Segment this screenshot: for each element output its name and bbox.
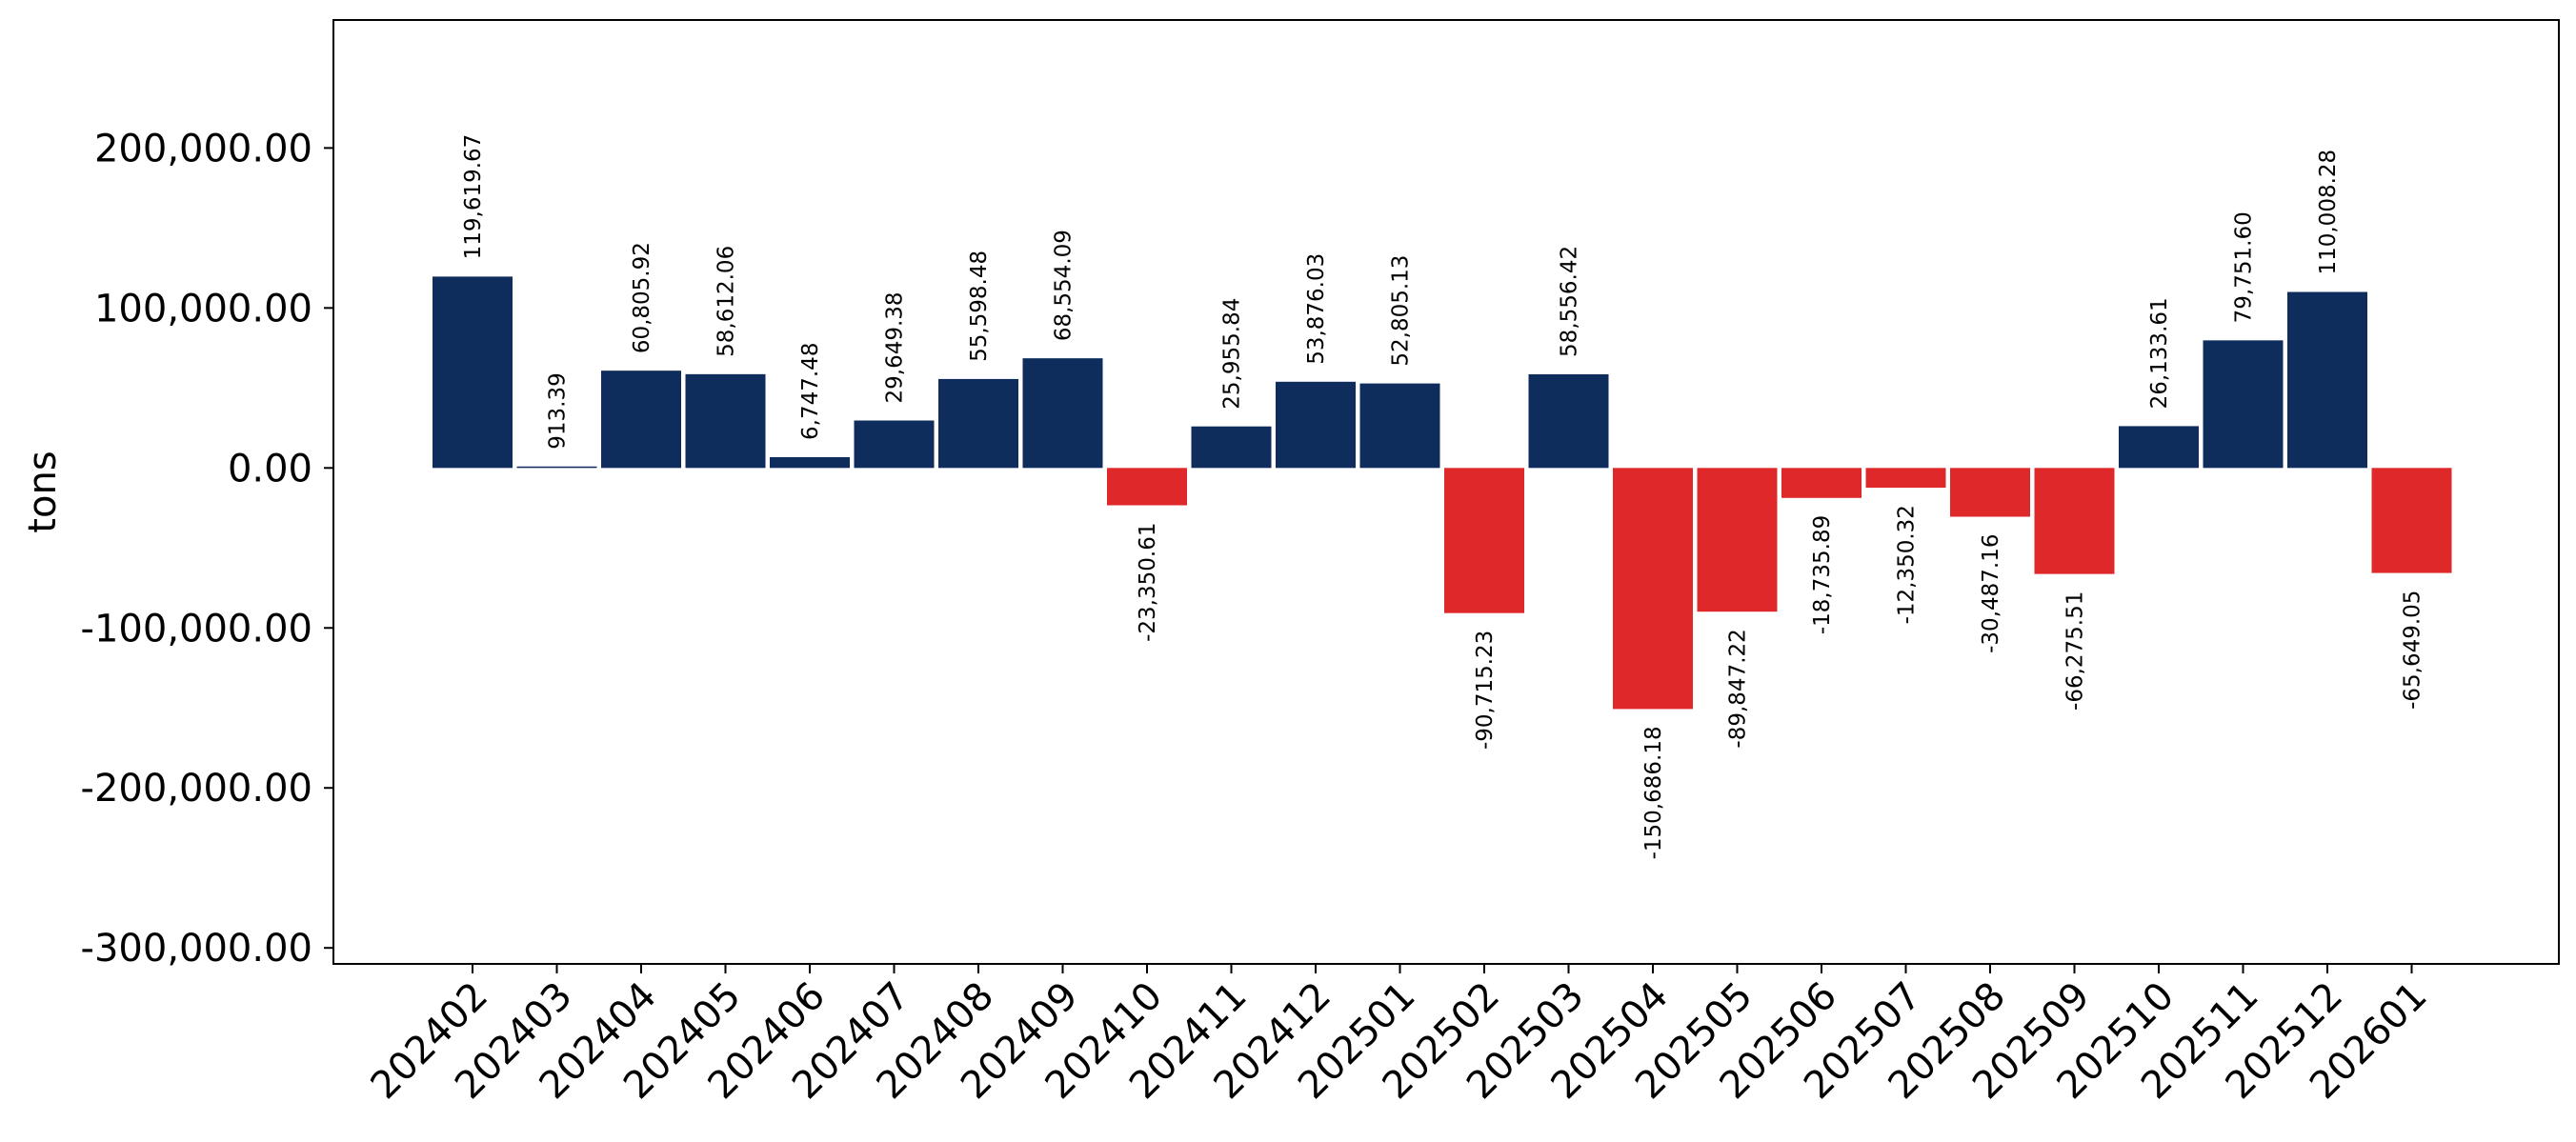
bars <box>433 276 2452 710</box>
data-label-202601: -65,649.05 <box>2401 591 2425 710</box>
bar-202403 <box>516 466 597 469</box>
y-axis-title: tons <box>21 451 65 532</box>
data-label-202507: -12,350.32 <box>1895 505 1920 624</box>
data-label-202409: 68,554.09 <box>1052 230 1077 341</box>
data-label-202404: 60,805.92 <box>630 242 654 353</box>
bar-202404 <box>601 371 681 469</box>
bar-202412 <box>1276 381 1356 469</box>
data-label-202408: 55,598.48 <box>967 250 992 362</box>
bar-202410 <box>1107 468 1187 506</box>
bar-202402 <box>433 276 513 469</box>
data-label-202511: 79,751.60 <box>2232 211 2257 323</box>
plot-frame <box>332 19 2560 965</box>
bar-202407 <box>854 420 935 469</box>
bar-202507 <box>1865 468 1946 489</box>
bar-202409 <box>1022 358 1103 469</box>
data-label-202506: -18,735.89 <box>1810 515 1835 634</box>
data-label-202509: -66,275.51 <box>2063 591 2088 711</box>
y-tick-label: 200,000.00 <box>94 127 312 170</box>
data-label-202508: -30,487.16 <box>1979 534 2003 653</box>
bar-202506 <box>1781 468 1862 498</box>
data-label-202407: 29,649.38 <box>883 291 908 403</box>
data-label-202504: -150,686.18 <box>1641 726 1666 859</box>
data-label-202505: -89,847.22 <box>1726 629 1751 748</box>
bar-202411 <box>1191 426 1272 469</box>
bar-202501 <box>1359 383 1440 469</box>
bar-202405 <box>685 373 766 469</box>
bar-202601 <box>2371 468 2452 573</box>
data-label-202410: -23,350.61 <box>1136 523 1160 642</box>
y-tick-label: 100,000.00 <box>94 287 312 331</box>
bar-202510 <box>2119 426 2199 469</box>
y-tick-label: -300,000.00 <box>81 927 312 971</box>
bar-202502 <box>1444 468 1524 613</box>
y-tick-label: -100,000.00 <box>81 607 312 651</box>
bar-202511 <box>2203 340 2284 469</box>
data-label-202411: 25,955.84 <box>1220 298 1245 410</box>
bar-202509 <box>2034 468 2115 574</box>
data-label-202412: 53,876.03 <box>1304 253 1329 365</box>
bar-202504 <box>1613 468 1693 710</box>
bar-202408 <box>938 378 1018 469</box>
data-label-202406: 6,747.48 <box>798 343 823 440</box>
y-tick-label: -200,000.00 <box>81 767 312 811</box>
data-label-202512: 110,008.28 <box>2316 150 2341 275</box>
data-label-202402: 119,619.67 <box>461 134 486 260</box>
bar-202508 <box>1950 468 2030 517</box>
data-label-202501: 52,805.13 <box>1389 255 1414 367</box>
data-labels: 119,619.67 913.39 60,805.92 58,612.06 6,747.… <box>461 134 2425 860</box>
data-label-202403: 913.39 <box>546 372 571 449</box>
y-axis: -300,000.00 -200,000.00 -100,000.00 0.00 100… <box>81 127 333 971</box>
data-label-202510: 26,133.61 <box>2147 297 2172 409</box>
y-tick-label: 0.00 <box>228 447 312 491</box>
data-label-202502: -90,715.23 <box>1473 631 1498 750</box>
bar-202503 <box>1528 373 1609 469</box>
bar-202512 <box>2287 291 2367 469</box>
data-label-202405: 58,612.06 <box>714 246 739 357</box>
data-label-202503: 58,556.42 <box>1558 246 1582 357</box>
bar-202406 <box>770 456 850 469</box>
bar-202505 <box>1697 468 1778 612</box>
